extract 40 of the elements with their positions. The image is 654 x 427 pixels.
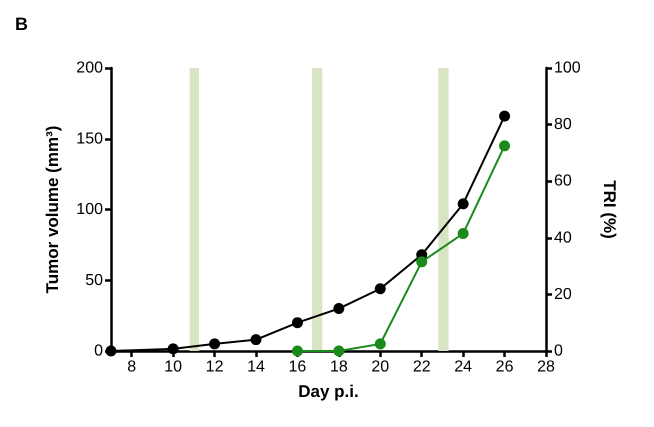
point xyxy=(374,283,386,294)
y2-tick-label: 20 xyxy=(554,286,572,303)
x-tick-label: 10 xyxy=(164,358,182,376)
y-tick-label: 150 xyxy=(76,130,104,148)
point xyxy=(292,317,303,328)
y2-tick-label: 60 xyxy=(554,172,572,190)
y2-tick-label: 40 xyxy=(554,229,572,246)
point xyxy=(499,140,510,152)
x-tick-label: 14 xyxy=(247,358,265,376)
y-axis-title: Tumor volume (mm³) xyxy=(43,126,62,294)
point xyxy=(292,346,303,356)
x-tick-label: 18 xyxy=(330,358,348,376)
y2-tick-label: 80 xyxy=(554,116,572,134)
x-axis-title: Day p.i. xyxy=(298,382,359,401)
x-tick-label: 28 xyxy=(537,358,555,376)
point xyxy=(333,303,344,314)
point xyxy=(333,346,344,356)
point xyxy=(499,110,510,122)
y2-axis-title: TRI (%) xyxy=(600,180,619,239)
x-tick-label: 20 xyxy=(371,358,390,376)
y-tick-label: 200 xyxy=(76,60,104,76)
y2-tick-label: 100 xyxy=(554,60,581,76)
x-tick-label: 22 xyxy=(412,358,431,376)
y-tick-label: 50 xyxy=(85,272,104,289)
y2-tick-label: 0 xyxy=(554,342,563,360)
point xyxy=(458,228,469,240)
point xyxy=(416,256,428,268)
x-tick-label: 26 xyxy=(496,358,514,376)
x-tick-label: 8 xyxy=(127,358,136,376)
chart-title: B xyxy=(15,14,28,34)
y-tick-label: 0 xyxy=(94,342,104,360)
point xyxy=(209,338,220,350)
point xyxy=(250,334,262,346)
point xyxy=(458,198,469,210)
x-tick-label: 16 xyxy=(288,358,306,376)
point xyxy=(374,338,386,350)
x-tick-label: 12 xyxy=(206,358,224,376)
point xyxy=(168,343,179,354)
y-tick-label: 100 xyxy=(76,201,104,218)
x-tick-label: 24 xyxy=(454,358,472,376)
